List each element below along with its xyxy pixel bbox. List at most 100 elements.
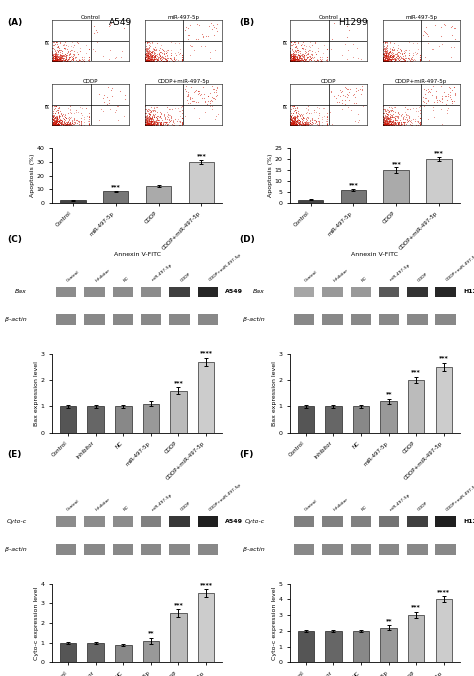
Point [391,119,398,130]
Point [396,51,404,62]
Point [57,115,64,126]
Point [292,112,300,123]
Point [383,118,391,129]
Point [447,90,454,101]
Text: β-actin: β-actin [5,547,27,552]
Point [64,107,72,118]
Point [390,52,397,63]
Point [50,119,58,130]
Point [59,54,67,65]
Point [70,113,78,124]
Point [386,52,393,63]
Point [60,53,68,64]
Point [178,113,186,124]
Point [170,53,177,64]
Point [169,119,176,130]
Point [387,55,395,66]
Point [296,49,303,60]
Point [55,41,62,51]
Point [379,114,387,124]
Point [156,120,164,130]
Point [153,113,161,124]
Point [299,118,307,129]
Point [83,111,91,122]
Point [210,30,218,41]
Point [291,113,299,124]
Point [383,109,391,120]
Point [416,51,423,62]
Point [382,118,390,129]
Point [176,120,184,130]
Point [289,55,296,66]
Point [169,56,177,67]
Point [413,116,420,126]
Point [307,42,314,53]
Point [383,49,390,59]
Point [385,55,393,66]
Point [387,55,394,66]
Point [163,54,171,65]
Point [388,112,395,123]
Point [58,54,65,65]
Point [53,117,60,128]
Point [379,120,386,130]
Point [55,115,63,126]
Point [388,54,395,65]
Point [89,44,97,55]
Point [52,118,60,129]
Point [381,114,388,125]
Point [289,115,296,126]
Point [389,116,396,127]
Point [288,117,296,128]
Point [288,54,296,65]
Point [146,49,154,59]
Point [442,91,449,101]
Point [383,54,391,65]
Point [293,52,301,63]
Point [286,55,294,66]
Point [290,55,297,66]
Point [57,118,64,129]
Point [152,119,160,130]
Point [144,49,152,60]
Text: ****: **** [200,350,212,356]
Point [350,51,357,62]
Point [151,105,159,116]
Point [290,49,298,60]
Point [210,22,218,32]
Point [303,112,311,122]
Point [58,50,65,61]
Point [105,53,113,64]
Point [143,119,150,130]
Point [290,50,298,61]
Point [61,120,68,130]
Point [390,119,398,130]
Point [147,118,155,128]
Point [142,47,149,58]
Point [382,114,390,125]
Point [59,55,66,66]
Point [286,117,294,128]
Point [422,85,429,96]
Point [323,54,331,65]
Point [64,117,72,128]
Point [408,51,416,62]
Point [382,44,390,55]
Point [58,53,65,64]
Point [54,39,61,49]
Point [288,53,296,64]
Point [199,81,207,92]
Point [387,49,395,60]
Point [394,49,401,60]
Point [51,119,59,130]
Point [386,54,393,65]
Point [312,55,319,66]
Point [50,118,58,129]
Point [161,117,169,128]
Point [391,119,399,130]
Point [169,116,177,127]
Point [390,120,397,130]
Point [304,56,311,67]
Point [450,95,458,106]
Point [292,54,300,65]
